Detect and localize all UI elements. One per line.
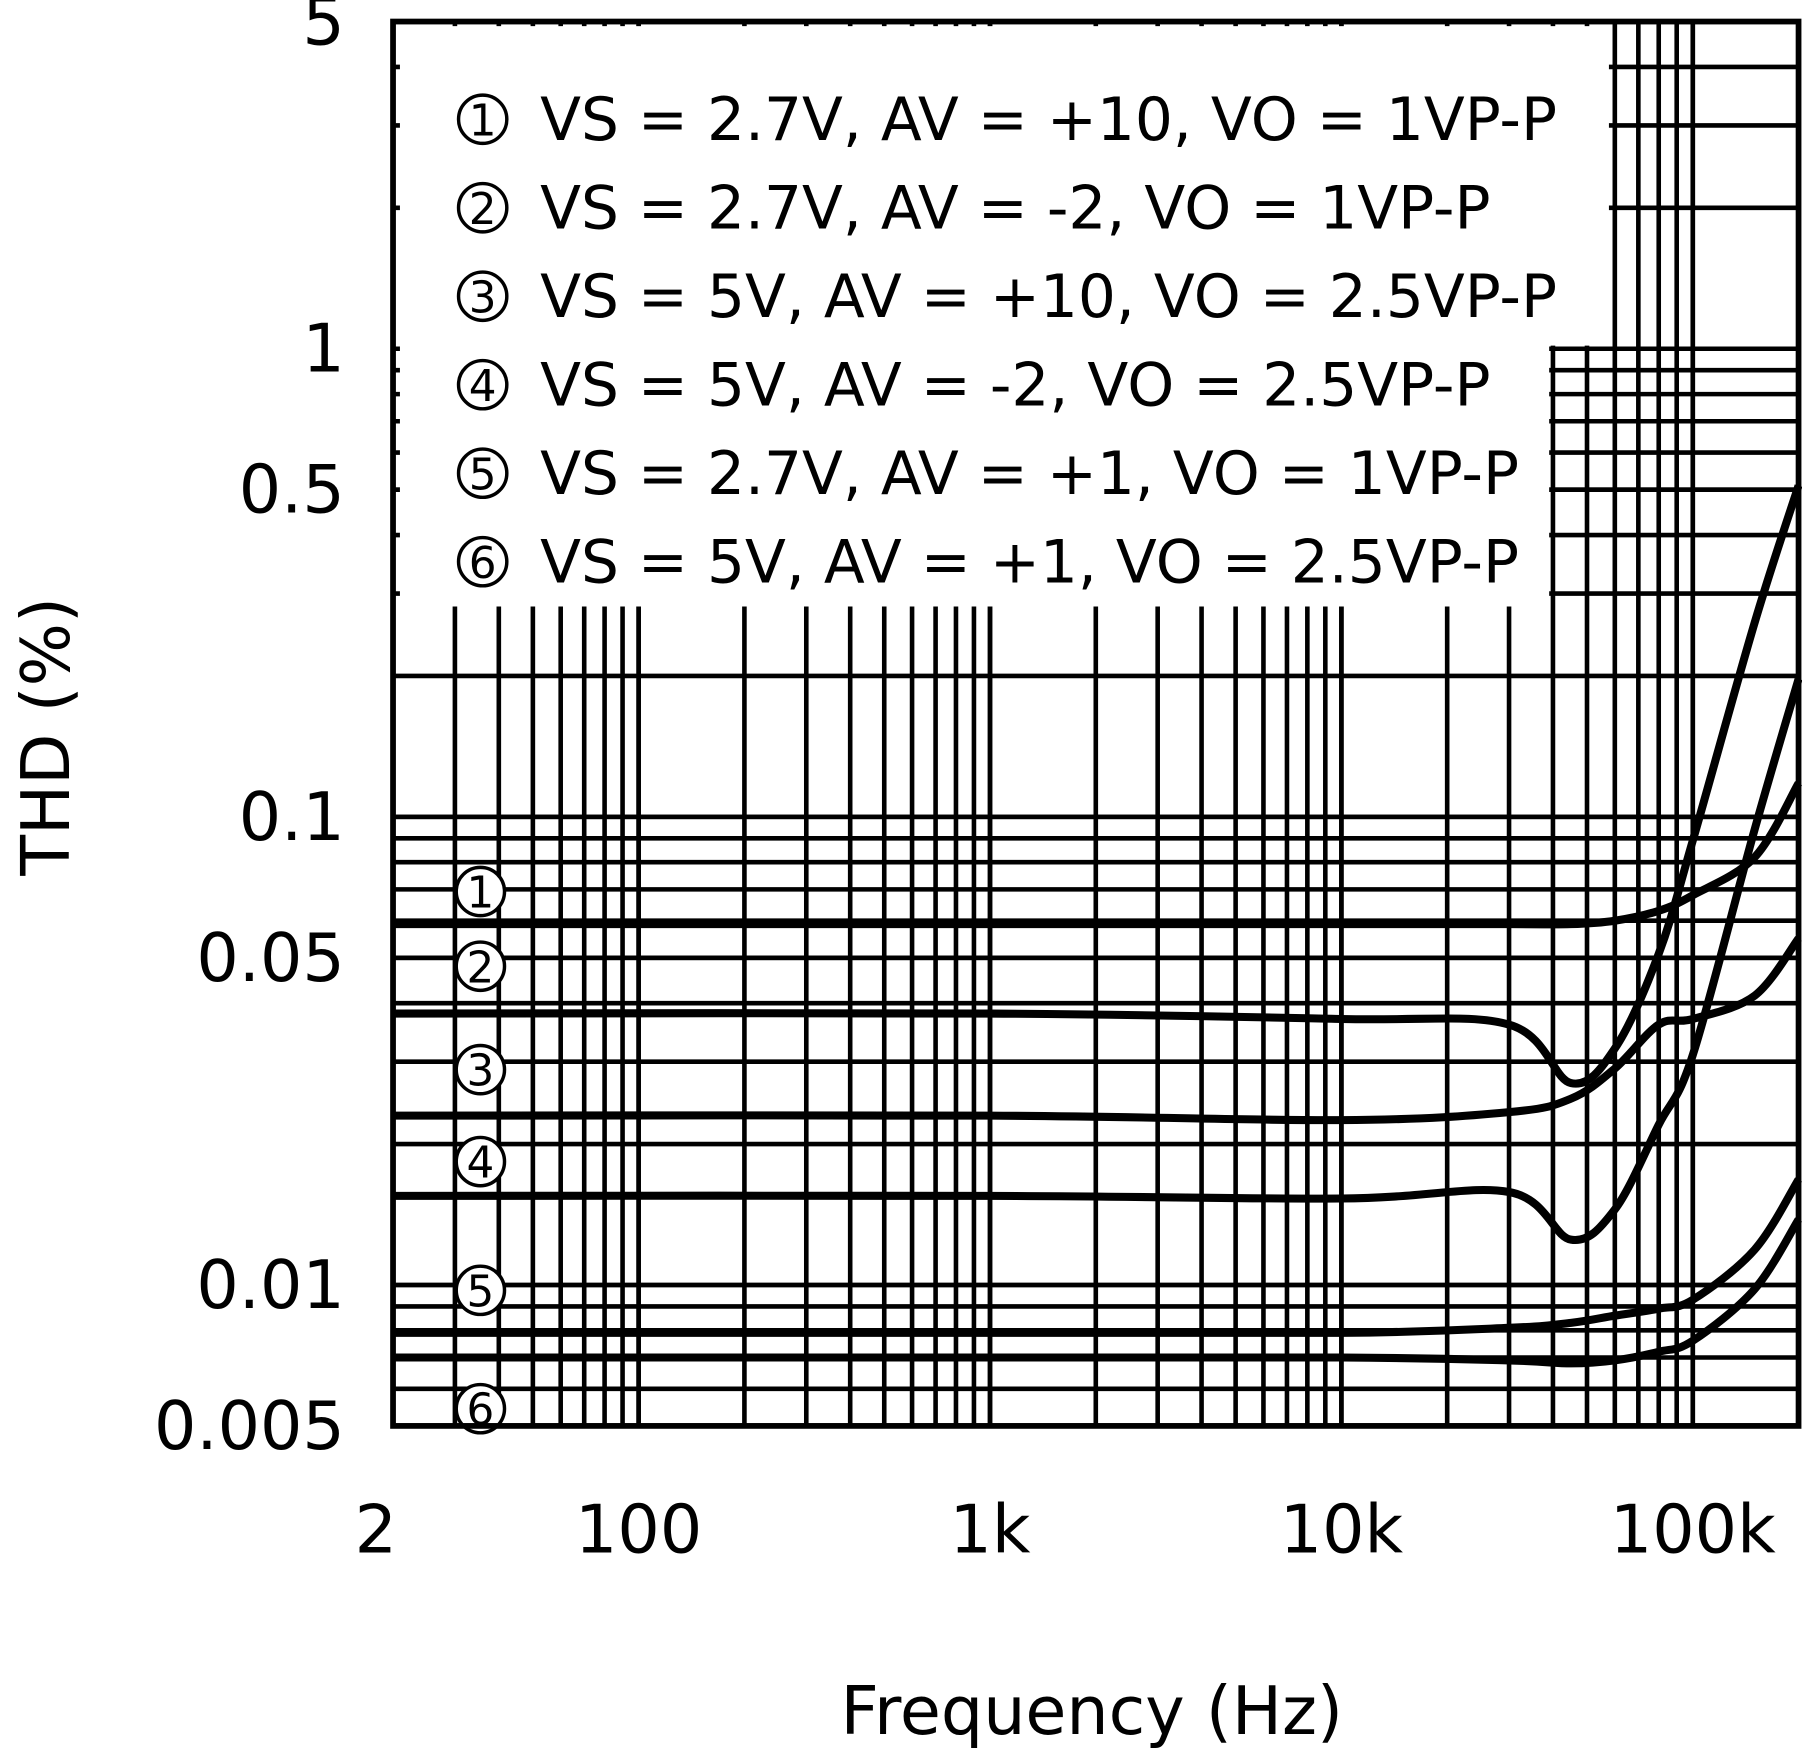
y-tick-label: 0.01 — [196, 1246, 344, 1324]
legend: 1 VS = 2.7V, AV = +10, VO = 1VP-P 2 VS = 2.… — [456, 86, 1557, 597]
series-line — [393, 1217, 1802, 1368]
x-tick-label: 100 — [575, 1490, 702, 1568]
marker-circle — [454, 1264, 507, 1317]
curves: 1 2 3 4 5 6 — [393, 484, 1802, 1436]
marker-circle — [454, 1135, 507, 1188]
marker-circle — [454, 1382, 507, 1435]
x-tick-label: 100k — [1610, 1490, 1776, 1568]
marker-label: 1 — [469, 95, 497, 146]
marker-label: 5 — [466, 1266, 494, 1317]
x-axis-label: Frequency (Hz) — [840, 1672, 1343, 1750]
series-line — [393, 677, 1802, 1244]
legend-label: VS = 2.7V, AV = +10, VO = 1VP-P — [540, 86, 1557, 155]
x-tick-label: 1k — [950, 1490, 1031, 1568]
marker-label: 4 — [469, 361, 497, 412]
y-tick-label: 0.005 — [154, 1387, 345, 1465]
marker-label: 3 — [466, 1046, 494, 1097]
marker-circle — [456, 181, 509, 234]
legend-background — [399, 26, 1550, 607]
series-line — [393, 781, 1802, 929]
series-line — [393, 935, 1802, 1125]
marker-circle — [456, 358, 509, 411]
marker-circle — [456, 447, 509, 500]
marker-label: 1 — [466, 868, 494, 919]
marker-circle — [454, 940, 507, 993]
series-line — [393, 1177, 1802, 1338]
marker-circle — [456, 93, 509, 146]
legend-label: VS = 2.7V, AV = +1, VO = 1VP-P — [540, 440, 1519, 509]
series-line — [393, 484, 1802, 1088]
marker-label: 4 — [466, 1138, 494, 1189]
y-axis-label: THD (%) — [7, 597, 85, 877]
legend-label: VS = 5V, AV = -2, VO = 2.5VP-P — [540, 351, 1490, 420]
y-tick-label: 0.5 — [239, 451, 345, 529]
x-tick-label: 2 — [355, 1490, 397, 1568]
marker-circle — [456, 270, 509, 323]
legend-background — [1539, 26, 1609, 346]
y-tick-label: 5 — [302, 0, 344, 61]
marker-label: 5 — [469, 449, 497, 500]
marker-circle — [456, 535, 509, 588]
labels: 2 100 1k 10k 100k 0.005 0.01 0.05 0.1 0.5 1 5 — [154, 0, 1776, 1568]
y-tick-label: 0.1 — [239, 778, 345, 856]
plot-frame — [390, 18, 1802, 1429]
marker-label: 6 — [469, 538, 497, 589]
legend-label: VS = 5V, AV = +10, VO = 2.5VP-P — [540, 263, 1557, 332]
marker-label: 2 — [469, 184, 497, 235]
marker-circle — [454, 865, 507, 918]
y-tick-label: 1 — [302, 310, 344, 388]
marker-label: 3 — [469, 272, 497, 323]
legend-label: VS = 5V, AV = +1, VO = 2.5VP-P — [540, 528, 1519, 597]
legend-label: VS = 2.7V, AV = -2, VO = 1VP-P — [540, 174, 1490, 243]
x-tick-label: 10k — [1280, 1490, 1404, 1568]
y-tick-label: 0.05 — [196, 919, 344, 997]
marker-label: 2 — [466, 942, 494, 993]
marker-circle — [454, 1043, 507, 1096]
